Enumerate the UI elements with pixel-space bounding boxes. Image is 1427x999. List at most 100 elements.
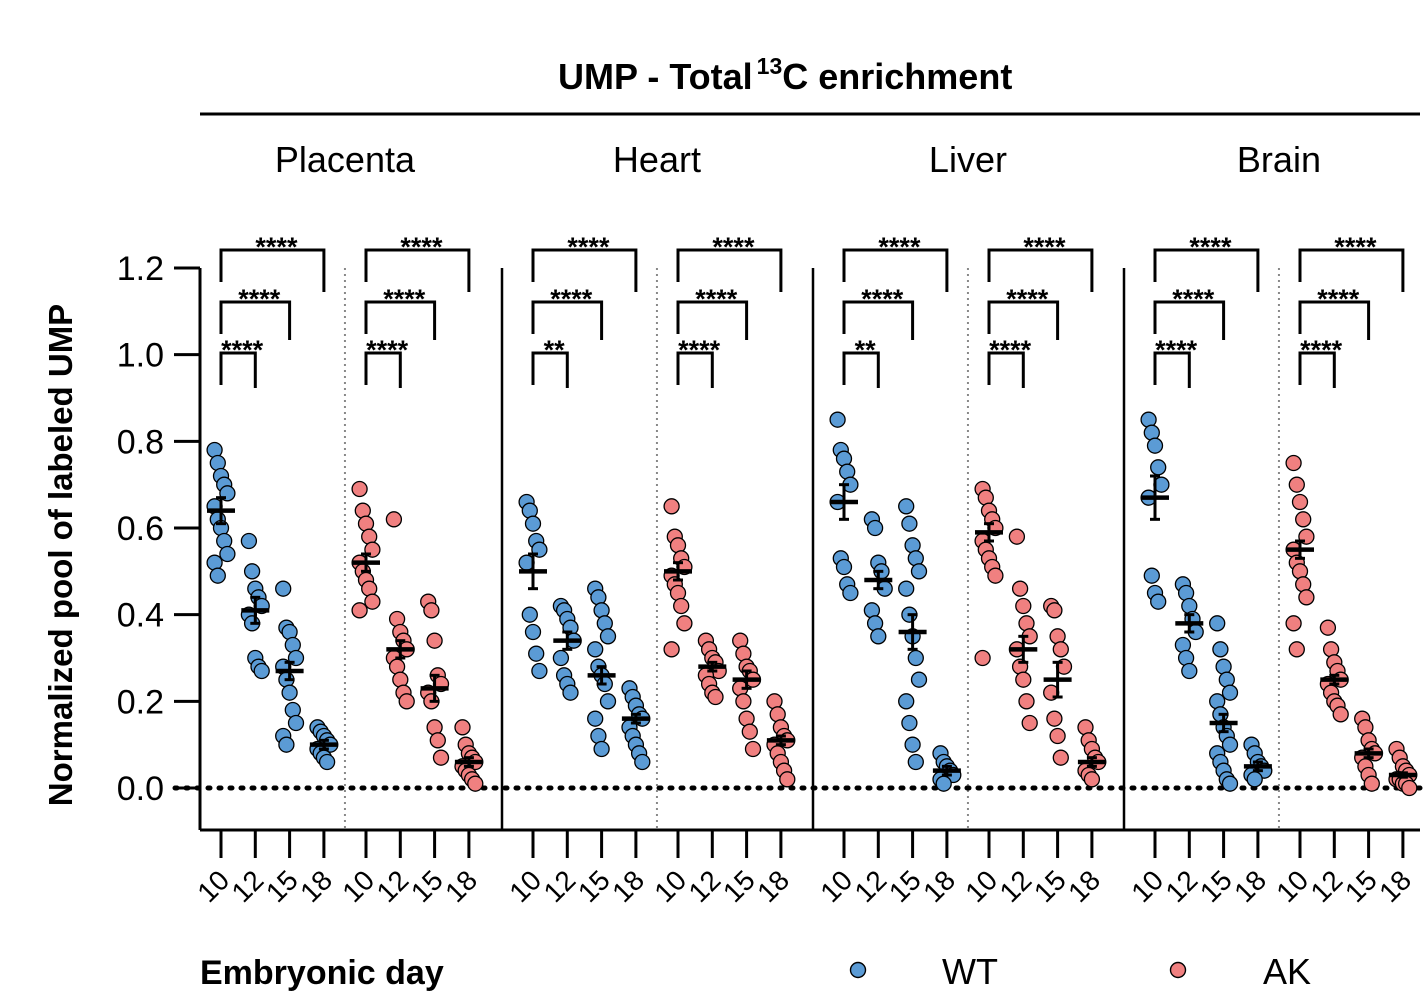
data-point <box>587 710 604 727</box>
significance-label: **** <box>1334 232 1377 262</box>
data-point <box>1052 641 1069 658</box>
chart-title-superscript: 13 <box>757 53 783 79</box>
data-point <box>1285 615 1302 632</box>
y-tick-label: 1.0 <box>117 337 164 375</box>
data-point <box>1011 580 1029 597</box>
data-point <box>663 641 680 658</box>
data-point <box>1046 602 1063 619</box>
legend-wt-marker <box>849 961 867 979</box>
legend-ak-label: AK <box>1263 951 1311 992</box>
y-tick-label: 0.2 <box>117 683 164 721</box>
data-point <box>898 580 915 597</box>
data-point <box>593 740 610 758</box>
data-point <box>426 632 443 649</box>
data-point <box>829 411 846 428</box>
significance-bracket <box>987 300 1060 340</box>
data-point <box>1049 727 1066 745</box>
data-point <box>1018 693 1035 710</box>
x-axis-label: Embryonic day <box>200 954 444 992</box>
significance-bracket <box>1298 300 1371 340</box>
significance-label: **** <box>366 335 409 365</box>
significance-label: **** <box>1006 284 1049 314</box>
y-tick-label: 0.8 <box>117 423 164 461</box>
data-point <box>1319 619 1337 636</box>
data-point <box>901 714 918 732</box>
tissue-label: Liver <box>929 139 1007 180</box>
significance-label: **** <box>989 335 1032 365</box>
data-point <box>842 584 859 602</box>
data-point <box>898 693 915 710</box>
significance-label: **** <box>550 284 593 314</box>
significance-bracket <box>1298 248 1405 292</box>
significance-label: **** <box>1023 232 1066 262</box>
chart-title-main: UMP - Total <box>558 56 753 97</box>
data-point <box>1401 779 1418 797</box>
y-axis-label: Normalized pool of labeled UMP <box>42 304 79 806</box>
data-point <box>253 662 270 680</box>
data-point <box>552 649 570 667</box>
significance-label: ** <box>544 335 566 365</box>
data-point <box>870 628 887 645</box>
significance-label: **** <box>861 284 904 314</box>
significance-bracket <box>364 300 437 340</box>
data-point <box>1285 454 1302 472</box>
y-tick-label: 0.0 <box>117 770 164 808</box>
data-point <box>866 519 884 537</box>
data-point <box>1181 662 1198 680</box>
data-point <box>673 597 690 615</box>
data-point <box>1021 714 1038 732</box>
significance-label: **** <box>383 284 426 314</box>
significance-label: **** <box>238 284 281 314</box>
x-tick-label: 18 <box>294 864 338 908</box>
data-point <box>531 662 548 680</box>
data-point <box>1295 511 1312 528</box>
data-point <box>219 545 236 563</box>
significance-bracket <box>987 351 1025 388</box>
data-point <box>281 684 298 701</box>
significance-bracket <box>676 300 749 340</box>
significance-label: **** <box>1300 335 1343 365</box>
significance-label: **** <box>255 232 298 262</box>
data-point <box>318 753 336 771</box>
data-point <box>1288 641 1305 658</box>
data-point <box>1246 771 1263 788</box>
significance-bracket <box>1153 300 1226 340</box>
data-point <box>599 628 617 645</box>
data-point <box>835 558 853 576</box>
tissue-labels: Placenta Heart Liver Brain <box>275 139 1321 180</box>
data-point <box>1288 476 1305 493</box>
data-point <box>1143 567 1160 584</box>
data-point <box>907 649 924 667</box>
significance-bracket <box>676 351 714 388</box>
data-point <box>432 749 450 766</box>
y-tick-label: 1.2 <box>117 250 164 288</box>
data-point <box>910 671 928 688</box>
data-point <box>1052 749 1069 766</box>
data-point <box>735 693 752 710</box>
chart-title-suffix: C enrichment <box>782 56 1012 97</box>
x-tick-label: 18 <box>1228 864 1272 908</box>
x-tick-label: 18 <box>439 864 483 908</box>
data-point <box>1015 671 1032 688</box>
significance-label: **** <box>567 232 610 262</box>
significance-bracket <box>364 248 471 292</box>
significance-brackets: ****************************************… <box>219 232 1405 388</box>
data-point <box>562 684 579 701</box>
data-point <box>898 498 915 515</box>
data-point <box>1015 597 1032 615</box>
panel-separators <box>343 268 1280 830</box>
data-point <box>423 602 440 619</box>
data-point <box>587 641 604 658</box>
significance-label: **** <box>695 284 738 314</box>
significance-label: ** <box>855 335 877 365</box>
data-point <box>779 771 796 788</box>
data-point <box>1008 528 1026 545</box>
data-point <box>1150 593 1167 610</box>
significance-bracket <box>842 248 949 292</box>
significance-bracket <box>987 248 1094 292</box>
data-point <box>1221 775 1239 792</box>
legend: WT AK <box>849 951 1311 992</box>
y-tick-label: 0.6 <box>117 510 164 548</box>
data-point <box>278 736 295 753</box>
tissue-label: Placenta <box>275 139 416 180</box>
